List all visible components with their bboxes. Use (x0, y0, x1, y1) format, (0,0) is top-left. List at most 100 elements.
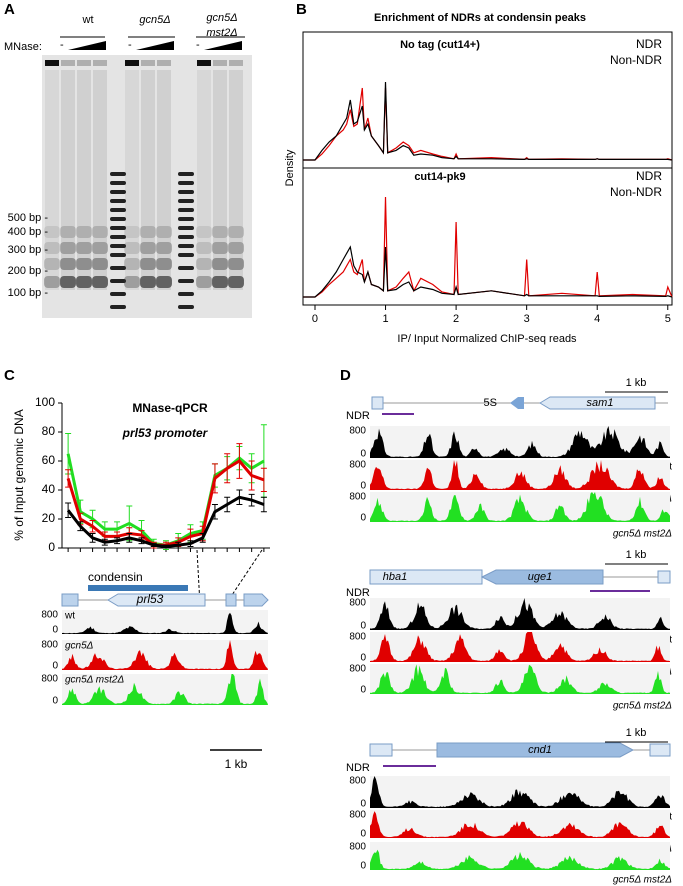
band (124, 276, 140, 288)
ladder-band (110, 266, 126, 270)
scale-label: 1 kb (225, 757, 248, 771)
band (140, 226, 156, 238)
ladder-band (110, 226, 126, 230)
track-label: gcn5Δ mst2Δ (613, 701, 672, 712)
track-max: 800 (349, 460, 366, 471)
track-label: gcn5Δ (65, 641, 94, 652)
band (60, 276, 76, 288)
density-line (303, 87, 673, 161)
band (76, 258, 92, 270)
ladder-band (110, 305, 126, 309)
smear (141, 70, 155, 290)
band (196, 242, 212, 254)
gene-label: hba1 (383, 571, 407, 583)
band (60, 242, 76, 254)
ladder-band (110, 292, 126, 296)
band (92, 226, 108, 238)
data-line (66, 459, 265, 547)
chart-title: Enrichment of NDRs at condensin peaks (374, 12, 586, 24)
y-tick-label: 0 (48, 540, 55, 554)
band (44, 226, 60, 238)
band (228, 276, 244, 288)
chart-title: MNase-qPCR (132, 401, 208, 415)
minus: - (128, 39, 132, 51)
y-tick-label: 80 (42, 424, 56, 438)
track-max: 800 (349, 842, 366, 853)
well (61, 60, 75, 66)
track-max: 800 (349, 810, 366, 821)
band (60, 258, 76, 270)
well (141, 60, 155, 66)
smear (213, 70, 227, 290)
x-tick-label: 1 (382, 313, 388, 325)
y-label: % of Input genomic DNA (12, 409, 26, 540)
gene-box (61, 593, 79, 607)
ladder-band (178, 181, 194, 185)
band (228, 226, 244, 238)
scale-label: 1 kb (626, 549, 647, 561)
x-tick-label: 3 (524, 313, 530, 325)
gene-label: 5S (484, 397, 497, 409)
track-max: 800 (349, 492, 366, 503)
gene-arrow (436, 742, 635, 758)
gene-box (657, 570, 671, 584)
x-tick-label: 2 (453, 313, 459, 325)
ladder-band (178, 172, 194, 176)
coverage (370, 426, 670, 458)
mnase-label: MNase: (4, 41, 42, 53)
density-line (303, 245, 673, 298)
gene-arrow (480, 569, 604, 585)
ladder-band (178, 253, 194, 257)
band (196, 258, 212, 270)
track-max: 800 (349, 426, 366, 437)
x-tick-label: 4 (594, 313, 600, 325)
size-marker: 100 bp - (8, 287, 49, 299)
track-label: gcn5Δ mst2Δ (65, 675, 124, 686)
track-min: 0 (360, 449, 366, 460)
coverage (370, 849, 670, 870)
coverage (370, 776, 670, 808)
track-max: 800 (349, 632, 366, 643)
ladder-band (178, 266, 194, 270)
band (124, 242, 140, 254)
panel-label: B (296, 1, 307, 18)
track-min: 0 (360, 513, 366, 524)
coverage (370, 460, 670, 490)
gene-label: sam1 (587, 397, 614, 409)
band (44, 276, 60, 288)
band (212, 276, 228, 288)
subtitle: No tag (cut14+) (400, 39, 480, 51)
smear (229, 70, 243, 290)
coverage (370, 492, 670, 522)
mnase-wedge (204, 41, 242, 50)
band (212, 258, 228, 270)
ladder-band (110, 190, 126, 194)
well (229, 60, 243, 66)
gene-arrow (539, 396, 656, 410)
track-max: 800 (41, 610, 58, 621)
chart-subtitle: prl53 promoter (122, 426, 209, 440)
smear (125, 70, 139, 290)
ladder-band (178, 292, 194, 296)
track-min: 0 (360, 653, 366, 664)
gene-label: cnd1 (528, 744, 552, 756)
track-max: 800 (41, 640, 58, 651)
band (140, 258, 156, 270)
ladder-band (110, 235, 126, 239)
ladder-band (178, 199, 194, 203)
ladder-band (178, 305, 194, 309)
mnase-wedge (136, 41, 174, 50)
ladder-band (110, 172, 126, 176)
ndr-label: NDR (346, 410, 370, 422)
ladder-band (110, 199, 126, 203)
track-label: gcn5Δ mst2Δ (613, 875, 672, 886)
band (228, 258, 244, 270)
coverage (62, 640, 268, 670)
track-min: 0 (360, 685, 366, 696)
band (212, 242, 228, 254)
ladder-band (178, 244, 194, 248)
ladder-band (110, 181, 126, 185)
band (124, 258, 140, 270)
size-marker: 200 bp - (8, 265, 49, 277)
